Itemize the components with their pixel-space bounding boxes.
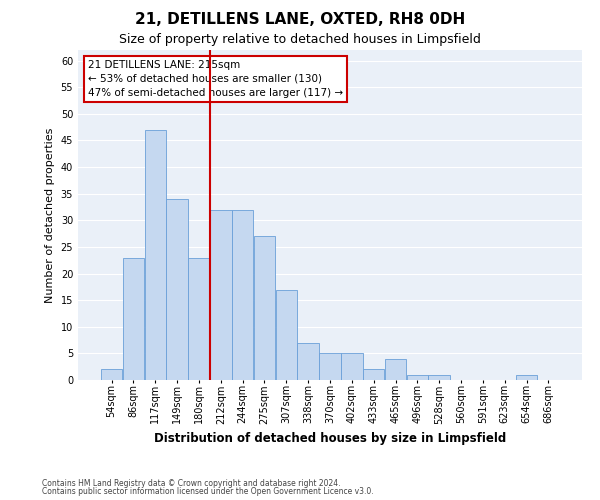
Bar [407, 374, 428, 380]
Bar [166, 199, 188, 380]
Bar [319, 354, 341, 380]
Bar [275, 290, 297, 380]
Bar [385, 358, 406, 380]
Text: Contains HM Land Registry data © Crown copyright and database right 2024.: Contains HM Land Registry data © Crown c… [42, 478, 341, 488]
Bar [123, 258, 144, 380]
Bar [210, 210, 232, 380]
Bar [428, 374, 450, 380]
Bar [188, 258, 209, 380]
Y-axis label: Number of detached properties: Number of detached properties [45, 128, 55, 302]
Bar [145, 130, 166, 380]
Bar [341, 354, 362, 380]
Bar [363, 370, 385, 380]
Text: 21, DETILLENS LANE, OXTED, RH8 0DH: 21, DETILLENS LANE, OXTED, RH8 0DH [135, 12, 465, 28]
Text: 21 DETILLENS LANE: 215sqm
← 53% of detached houses are smaller (130)
47% of semi: 21 DETILLENS LANE: 215sqm ← 53% of detac… [88, 60, 343, 98]
Text: Contains public sector information licensed under the Open Government Licence v3: Contains public sector information licen… [42, 487, 374, 496]
Bar [516, 374, 537, 380]
Bar [254, 236, 275, 380]
Bar [298, 342, 319, 380]
Bar [232, 210, 253, 380]
Bar [101, 370, 122, 380]
X-axis label: Distribution of detached houses by size in Limpsfield: Distribution of detached houses by size … [154, 432, 506, 445]
Text: Size of property relative to detached houses in Limpsfield: Size of property relative to detached ho… [119, 32, 481, 46]
